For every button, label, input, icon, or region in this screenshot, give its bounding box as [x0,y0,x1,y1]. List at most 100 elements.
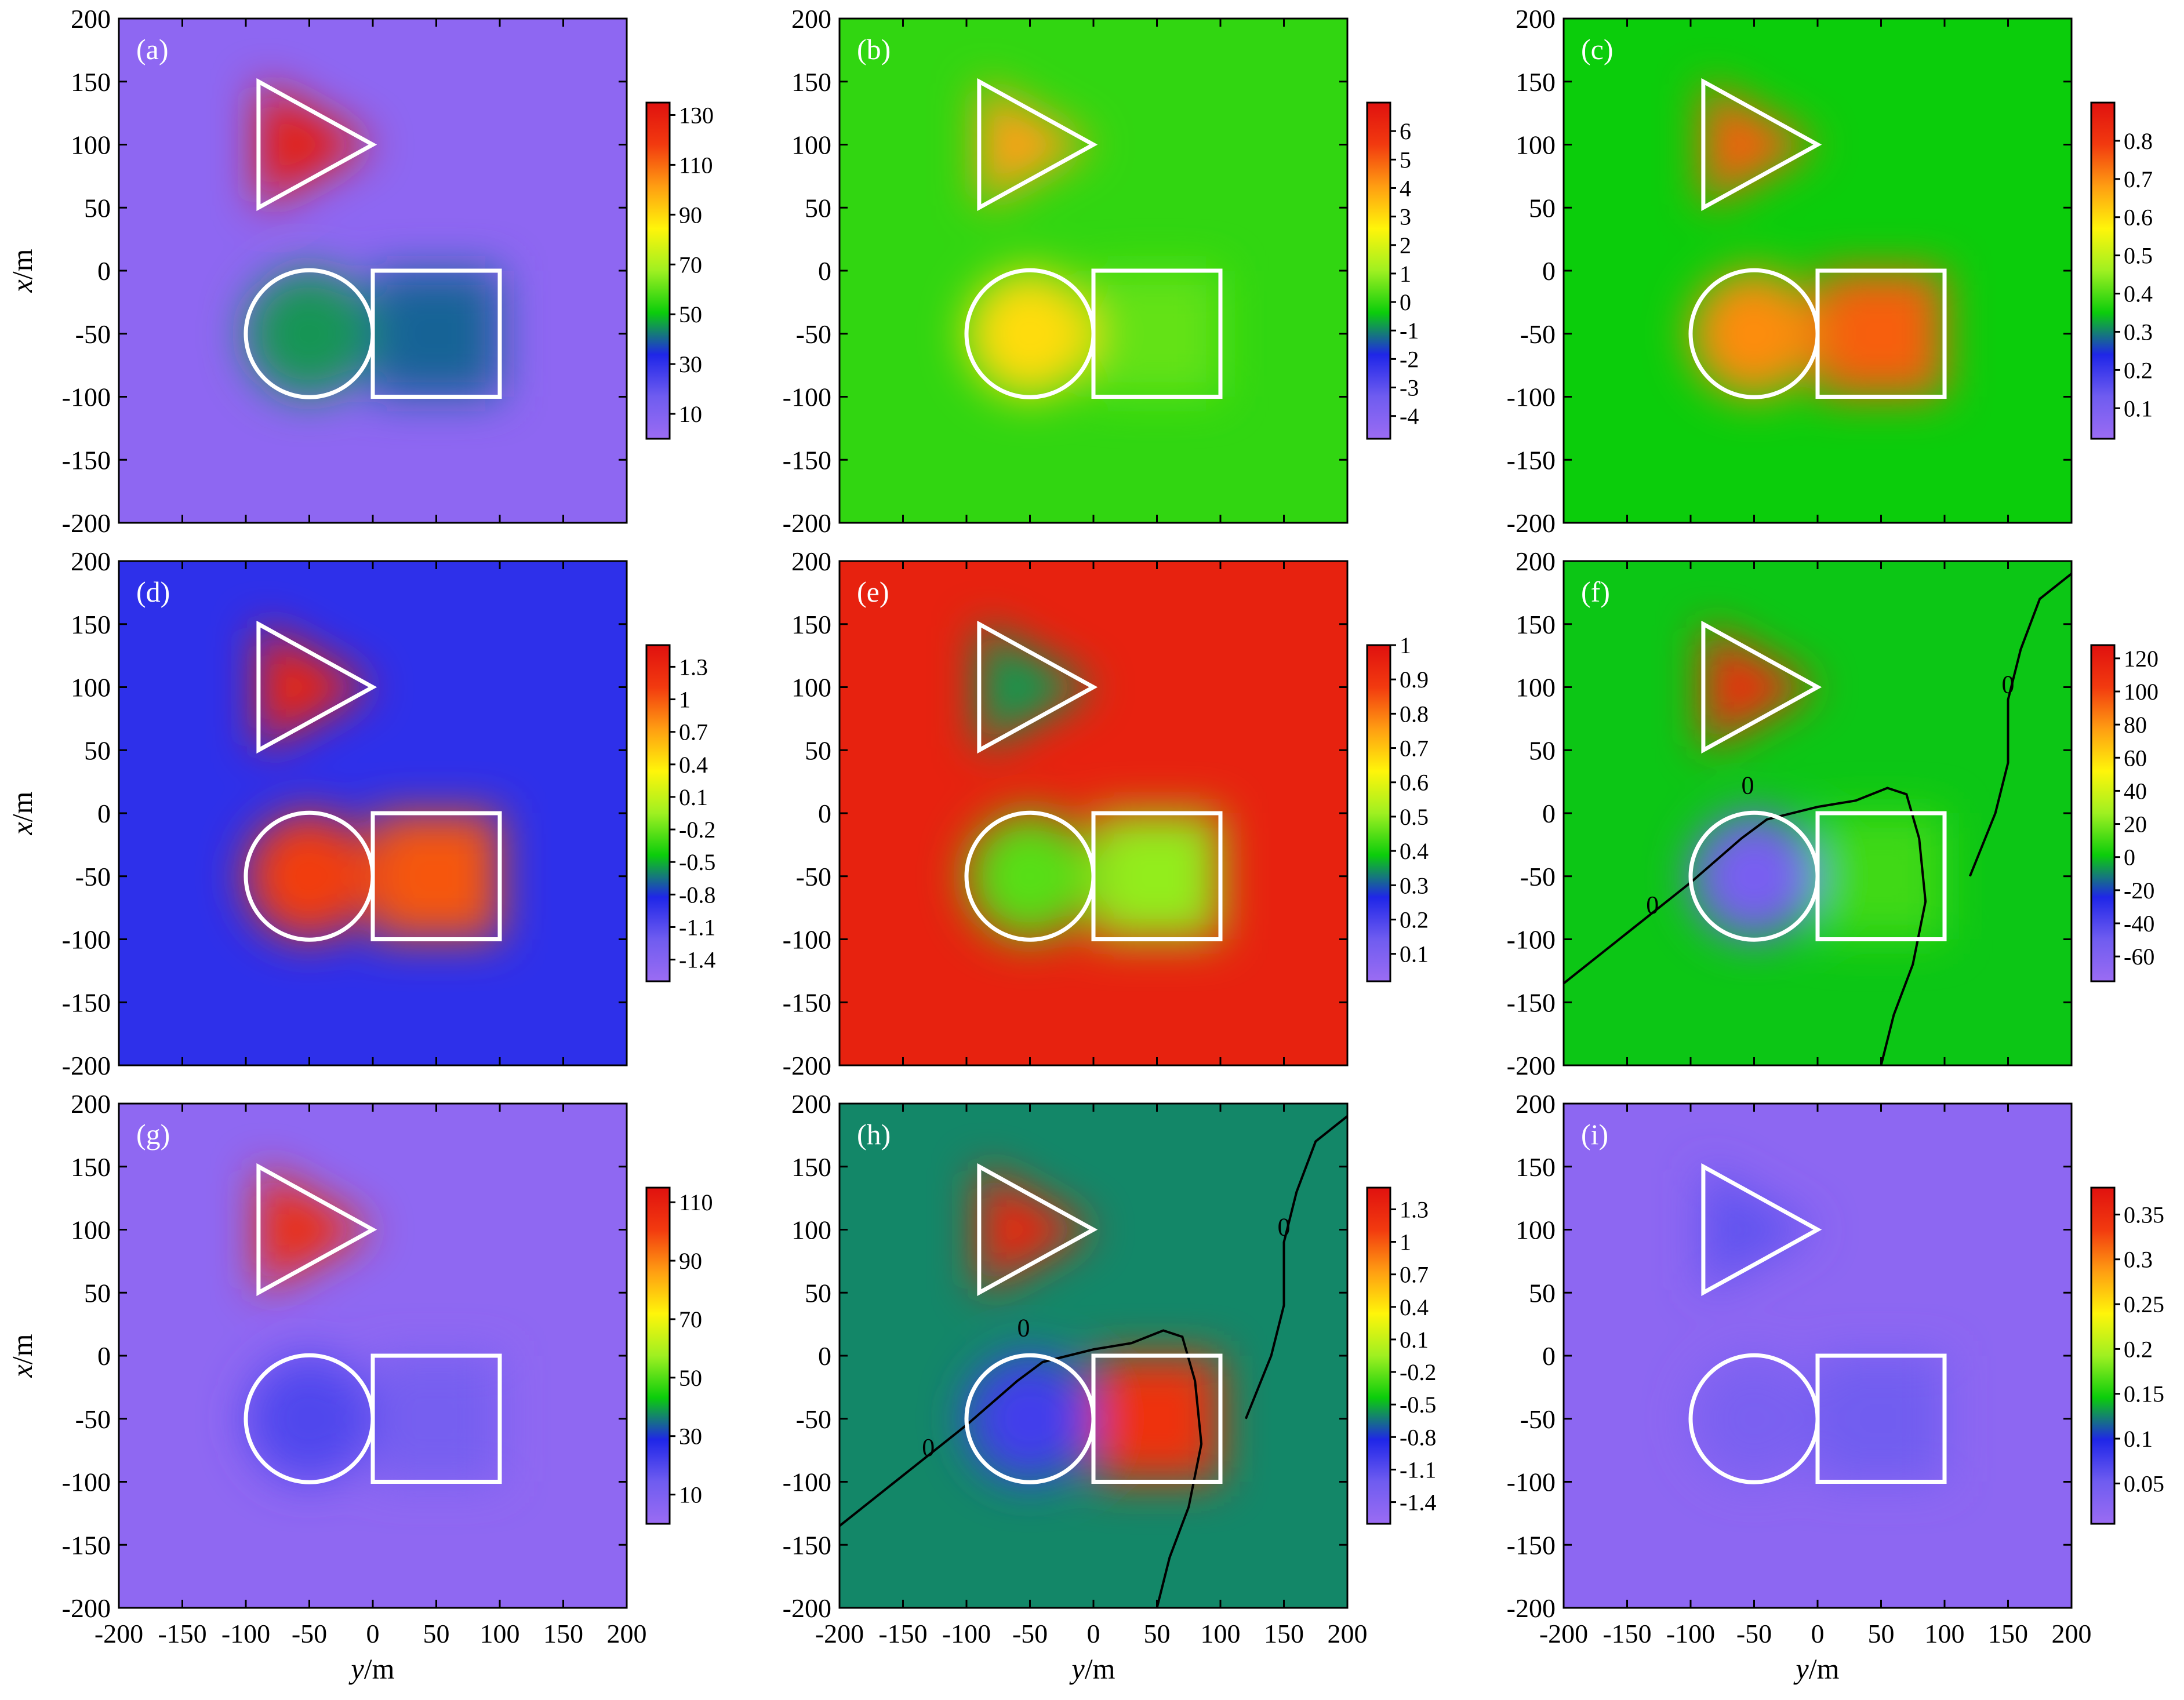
y-tick-label: -200 [62,1051,111,1080]
square-outline [1091,268,1223,399]
colorbar-tick-label: 10 [679,1482,702,1508]
colorbar: 0.35 0.3 0.25 0.2 0.15 0.1 0.05 [2090,1186,2164,1525]
y-tick-label: 200 [1516,547,1556,576]
circle-anomaly [1691,270,1818,398]
axis-ticks: -200 -150 -100 -50 0 50 100 150 200 [1507,4,2073,538]
y-tick-label: -50 [796,1404,831,1434]
panel-a: -200 -150 -100 -50 0 50 100 150 200 x/m (a) 130 110 9… [6,4,714,538]
colorbar-tick-label: 0.1 [2124,395,2153,421]
triangle-outline [256,78,377,212]
y-tick-label: 50 [1529,1278,1556,1308]
y-tick-label: 100 [791,1215,831,1245]
axis-ticks: -200 -150 -100 -50 0 50 100 150 200 [783,547,1349,1080]
contour-label: 0 [1742,771,1754,800]
axis-ticks: -200 -150 -100 -50 0 50 100 150 200-200-150-100-… [62,1089,647,1648]
x-tick-label: 150 [1264,1619,1304,1648]
y-axis-title: x/m [6,249,38,293]
y-tick-label: -100 [1507,925,1556,955]
y-tick-label: 100 [791,130,831,160]
square-outline [370,1353,502,1484]
circle-anomaly [1691,813,1818,940]
y-tick-label: 200 [791,4,831,34]
colorbar-tick-label: 0.6 [2124,205,2153,231]
colorbar-gradient [645,101,671,440]
body-outlines [1688,620,1947,942]
y-tick-label: 50 [84,193,111,223]
circle-anomaly [966,813,1093,940]
x-tick-label: 100 [1201,1619,1241,1648]
colorbar-gradient [2090,1186,2116,1525]
triangle-anomaly [258,624,373,751]
y-tick-label: -50 [75,1404,111,1434]
y-tick-label: -100 [783,925,831,955]
circle-anomaly [246,1355,373,1483]
y-tick-label: 50 [805,1278,831,1308]
x-tick-label: 200 [2052,1619,2092,1648]
colorbar-tick-label: 0.3 [1400,872,1429,898]
y-tick-label: 150 [71,67,111,97]
body-outlines [244,78,502,399]
square-outline [1091,1353,1223,1484]
x-tick-label: 150 [543,1619,583,1648]
colorbar-tick-label: 0.1 [679,784,708,810]
colorbar-tick-label: 1 [679,687,691,713]
colorbar-tick-label: -1.1 [679,914,715,940]
circle-anomaly [966,270,1093,398]
y-tick-label: -50 [796,862,831,891]
circle-anomaly [246,270,373,398]
triangle-anomaly [1703,81,1818,208]
colorbar-tick-label: 0.5 [1400,804,1429,830]
y-tick-label: 100 [71,673,111,702]
colorbar-tick-label: 90 [679,202,702,228]
square-anomaly [1818,813,1945,940]
colorbar-tick-label: 0.9 [1400,667,1429,693]
colorbar-tick-label: 0.7 [679,719,708,745]
colorbar-tick-label: -1 [1400,318,1419,344]
y-tick-label: -150 [783,1530,831,1560]
y-tick-label: 0 [1542,1341,1556,1371]
triangle-outline [1701,78,1822,212]
colorbar-tick-label: 0.5 [2124,243,2153,269]
colorbar-gradient [1366,1186,1391,1525]
y-tick-label: 50 [805,736,831,765]
y-tick-label: 200 [791,547,831,576]
colorbar-tick-label: 0.4 [679,752,708,778]
colorbar-tick-label: 0.2 [1400,907,1429,933]
y-tick-label: -200 [62,508,111,538]
square-outline [370,268,502,399]
y-tick-label: 150 [791,67,831,97]
axis-ticks: -200 -150 -100 -50 0 50 100 150 200-200-150-100-… [1507,1089,2092,1648]
body-outlines [244,1163,502,1484]
y-tick-label: 0 [97,799,111,828]
y-tick-label: -50 [796,319,831,349]
colorbar-tick-label: 3 [1400,204,1411,230]
y-tick-label: 150 [71,1152,111,1182]
square-outline [1815,268,1947,399]
panel-d: -200 -150 -100 -50 0 50 100 150 200 x/m (d) 1.3 1 0.7… [6,547,715,1080]
colorbar-tick-label: 1.3 [1400,1196,1429,1222]
colorbar-tick-label: 1 [1400,1229,1411,1255]
y-tick-label: -100 [62,383,111,412]
colorbar-tick-label: -4 [1400,403,1419,429]
colorbar-tick-label: 0 [2124,844,2135,871]
contour-label: 0 [2002,671,2015,699]
y-tick-label: -200 [1507,1593,1556,1623]
y-tick-label: 50 [84,736,111,765]
square-outline [1091,811,1223,941]
y-tick-label: -150 [62,988,111,1017]
square-anomaly [1093,271,1220,397]
y-tick-label: -100 [783,383,831,412]
colorbar: 1.3 1 0.7 0.4 0.1 -0.2 -0.5 -0.8 -1.1 -1.4 [645,644,715,982]
colorbar: 130 110 90 70 50 30 10 [645,101,714,440]
y-tick-label: -50 [75,319,111,349]
colorbar: 120 100 80 60 40 20 0 -20 -40 -60 [2090,644,2158,982]
triangle-anomaly [258,1166,373,1293]
x-tick-label: -100 [942,1619,991,1648]
colorbar-tick-label: -0.2 [1400,1359,1436,1385]
body-outlines [964,620,1223,942]
axis-ticks: -200 -150 -100 -50 0 50 100 150 200 [1507,547,2073,1080]
colorbar-tick-label: -1.1 [1400,1457,1436,1483]
body-outlines [244,620,502,942]
colorbar-gradient [1366,101,1391,440]
y-tick-label: -200 [1507,1051,1556,1080]
